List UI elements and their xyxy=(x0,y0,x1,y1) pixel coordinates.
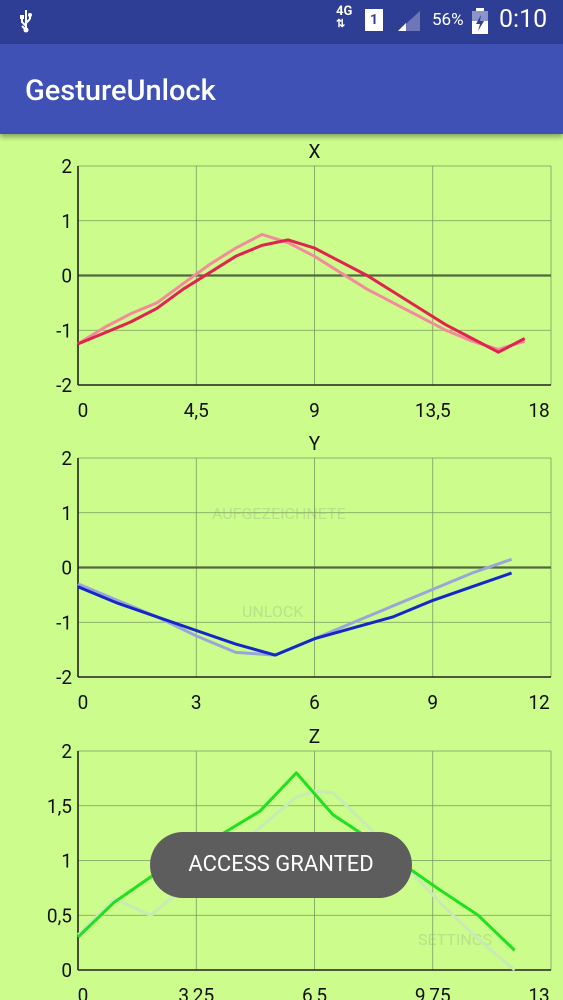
y-tick-label: -1 xyxy=(56,611,72,634)
x-tick-label: 6,5 xyxy=(302,984,327,1000)
x-tick-label: 9,75 xyxy=(415,984,451,1000)
chart-x-title: X xyxy=(309,140,321,163)
network-label: 4G xyxy=(336,4,353,19)
app-title: GestureUnlock xyxy=(25,74,216,108)
usb-icon xyxy=(16,8,36,38)
battery-charging-icon xyxy=(471,7,489,39)
series-line xyxy=(76,771,516,952)
sim-icon: 1 xyxy=(365,9,383,31)
y-tick-label: 2 xyxy=(61,447,72,470)
y-tick-label: 0 xyxy=(61,557,72,580)
y-tick-label: 0 xyxy=(61,959,72,982)
y-tick-label: 1 xyxy=(61,502,72,525)
y-tick-label: 1 xyxy=(61,850,72,873)
y-tick-label: 2 xyxy=(61,740,72,763)
toast-message: ACCESS GRANTED xyxy=(150,832,412,898)
signal-icon xyxy=(396,9,422,37)
x-tick-label: 12 xyxy=(528,691,549,714)
x-tick-label: 4,5 xyxy=(184,399,209,422)
series-line xyxy=(77,232,526,351)
y-tick-label: 0,5 xyxy=(47,904,72,927)
y-tick-label: 1 xyxy=(61,210,72,233)
clock: 0:10 xyxy=(499,5,548,34)
x-tick-label: 6 xyxy=(309,691,320,714)
y-tick-label: 2 xyxy=(61,155,72,178)
y-tick-label: 0 xyxy=(61,265,72,288)
y-tick-label: -2 xyxy=(56,374,72,397)
x-tick-label: 0 xyxy=(78,399,89,422)
x-tick-label: 13 xyxy=(528,984,549,1000)
x-tick-label: 9 xyxy=(427,691,438,714)
network-indicator: 4G ⇅ xyxy=(336,4,353,30)
sim-label: 1 xyxy=(369,12,379,28)
series-line xyxy=(77,238,526,354)
x-tick-label: 13,5 xyxy=(415,399,451,422)
x-tick-label: 9 xyxy=(309,399,320,422)
data-arrows-icon: ⇅ xyxy=(336,17,346,30)
background-button-2: UNLOCK xyxy=(242,602,304,621)
battery-percent: 56% xyxy=(432,10,464,30)
series-line xyxy=(76,790,516,972)
y-tick-label: 1,5 xyxy=(47,795,72,818)
y-tick-label: -1 xyxy=(56,319,72,342)
x-tick-label: 18 xyxy=(528,399,549,422)
series-line xyxy=(77,571,513,657)
background-button-1: AUFGEZEICHNETE xyxy=(212,504,346,523)
x-tick-label: 0 xyxy=(78,691,89,714)
app-bar: GestureUnlock xyxy=(0,44,563,134)
x-tick-label: 0 xyxy=(78,984,89,1000)
x-tick-label: 3,25 xyxy=(178,984,214,1000)
x-tick-label: 3 xyxy=(191,691,202,714)
status-bar: 4G ⇅ 1 56% 0:10 xyxy=(0,0,563,44)
y-tick-label: -2 xyxy=(56,666,72,689)
chart-z-title: Z xyxy=(309,725,320,748)
series-line xyxy=(77,557,513,657)
chart-y-title: Y xyxy=(309,432,321,455)
